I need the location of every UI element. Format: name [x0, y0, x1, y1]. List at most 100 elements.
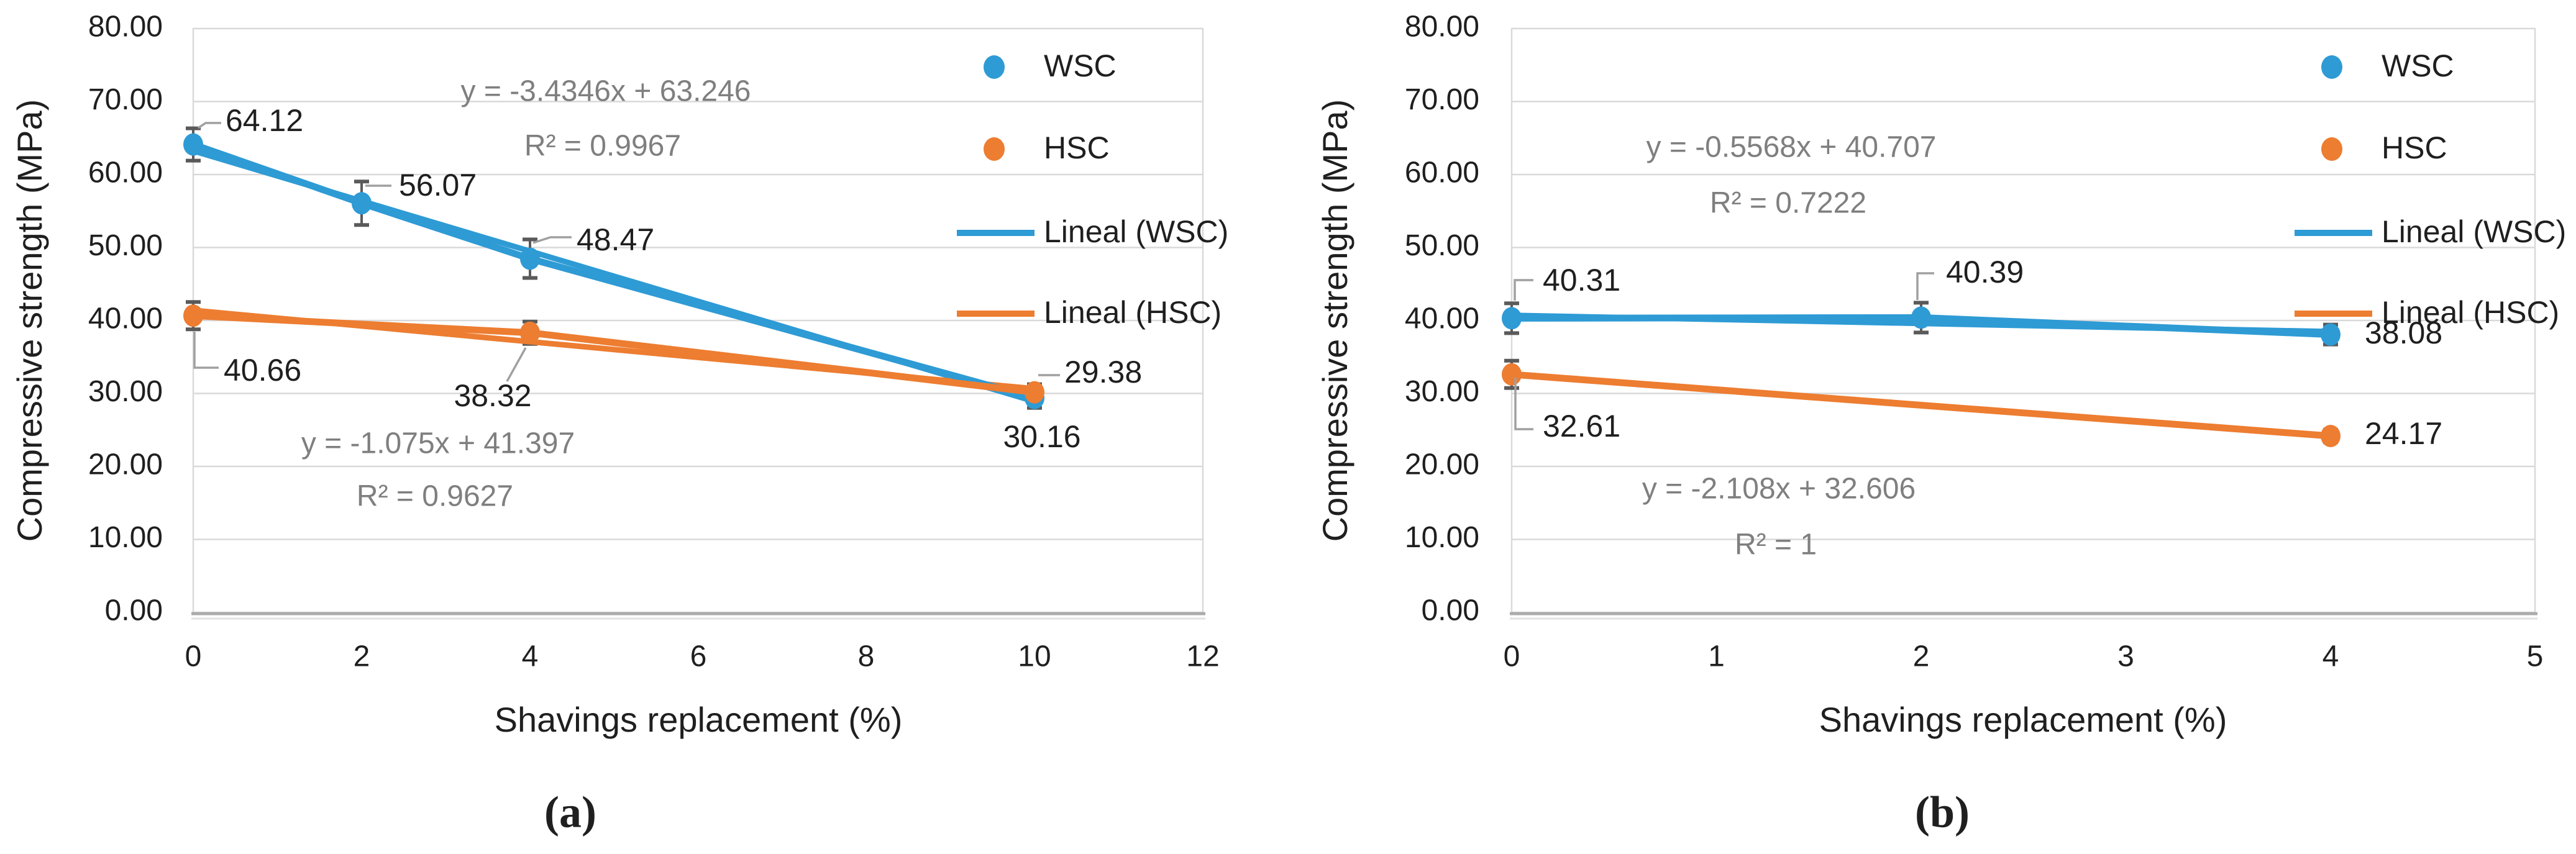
- wsc-data-point: [183, 133, 203, 156]
- y-tick-label: 20.00: [1405, 448, 1479, 481]
- x-tick-label: 2: [1913, 640, 1930, 673]
- wsc-data-point: [1502, 307, 1522, 330]
- chart-a: 80.00 70.00 60.00 50.00 40.00 30.00 20.0…: [10, 11, 1229, 837]
- hsc-data-points: [1502, 363, 2341, 447]
- legend-hsc-label: HSC: [1044, 130, 1110, 165]
- legend-lineal-hsc-label: Lineal (HSC): [1044, 295, 1222, 330]
- y-tick-label: 50.00: [88, 229, 163, 262]
- wsc-data-point: [2321, 323, 2341, 346]
- hsc-point-label: 40.66: [224, 353, 301, 388]
- wsc-trendline-equation: y = -0.5568x + 40.707: [1646, 131, 1936, 164]
- wsc-series-line: [190, 141, 1038, 402]
- wsc-trendline-r2: R² = 0.7222: [1710, 187, 1866, 220]
- hsc-trendline-equation: y = -1.075x + 41.397: [301, 427, 575, 460]
- wsc-data-points: [1502, 306, 2341, 346]
- wsc-point-label: 40.39: [1946, 255, 2024, 289]
- hsc-data-points: [183, 304, 1044, 404]
- y-tick-label: 30.00: [88, 375, 163, 408]
- x-tick-label: 3: [2117, 640, 2134, 673]
- x-axis-title: Shavings replacement (%): [1819, 700, 2227, 739]
- wsc-data-point: [520, 247, 540, 270]
- x-tick-label: 0: [1504, 640, 1520, 673]
- x-tick-label: 2: [354, 640, 370, 673]
- wsc-point-label: 64.12: [226, 103, 303, 138]
- y-tick-label: 60.00: [88, 157, 163, 189]
- x-axis-tick-labels: 0 2 4 6 8 10 12: [185, 640, 1220, 673]
- x-tick-label: 4: [2323, 640, 2339, 673]
- legend-wsc-label: WSC: [2382, 48, 2454, 83]
- x-tick-label: 6: [690, 640, 707, 673]
- y-tick-label: 50.00: [1405, 229, 1479, 262]
- wsc-point-label: 38.08: [2365, 316, 2442, 350]
- x-tick-label: 4: [522, 640, 539, 673]
- panel-b-caption: (b): [1915, 788, 1970, 837]
- x-axis-title: Shavings replacement (%): [495, 700, 903, 739]
- hsc-point-label: 30.16: [1003, 419, 1080, 454]
- wsc-point-label: 56.07: [399, 168, 477, 202]
- data-labels: 64.12 56.07 48.47 29.38 40.66 38.32 30.1…: [224, 103, 1142, 454]
- legend-wsc-marker: [2321, 55, 2342, 79]
- y-tick-label: 70.00: [1405, 83, 1479, 116]
- hsc-point-label: 24.17: [2365, 416, 2442, 451]
- y-axis-title: Compressive strength (MPa): [1315, 99, 1354, 542]
- data-label-leaders: [1514, 272, 1934, 430]
- legend-hsc-label: HSC: [2382, 130, 2447, 165]
- hsc-data-point: [1502, 363, 1522, 386]
- wsc-trendline-equation: y = -3.4346x + 63.246: [460, 75, 751, 108]
- wsc-data-point: [352, 192, 372, 215]
- hsc-point-label: 32.61: [1543, 409, 1620, 443]
- hsc-data-point: [183, 304, 203, 327]
- hsc-data-point: [520, 321, 540, 344]
- legend: WSC HSC Lineal (WSC) Lineal (HSC): [957, 48, 1228, 330]
- panel-a: 80.00 70.00 60.00 50.00 40.00 30.00 20.0…: [10, 11, 1229, 837]
- y-tick-label: 10.00: [88, 521, 163, 554]
- x-tick-label: 0: [185, 640, 202, 673]
- y-axis-title: Compressive strength (MPa): [10, 99, 49, 542]
- hsc-trendline-r2: R² = 1: [1735, 529, 1817, 561]
- y-tick-label: 0.00: [1422, 594, 1479, 627]
- x-tick-label: 5: [2527, 640, 2544, 673]
- y-tick-label: 40.00: [88, 302, 163, 335]
- legend-hsc-marker: [984, 137, 1005, 161]
- y-tick-label: 30.00: [1405, 375, 1479, 408]
- hsc-series-line: [1508, 371, 2334, 440]
- legend-wsc-label: WSC: [1044, 48, 1117, 83]
- hsc-series-line: [190, 312, 1038, 396]
- legend-lineal-hsc-label: Lineal (HSC): [2382, 295, 2559, 330]
- data-labels: 40.31 40.39 38.08 32.61 24.17: [1543, 255, 2442, 451]
- wsc-trendline-r2: R² = 0.9967: [524, 130, 681, 163]
- wsc-point-label: 48.47: [577, 222, 654, 257]
- chart-b: 80.00 70.00 60.00 50.00 40.00 30.00 20.0…: [1315, 11, 2567, 837]
- legend-lineal-wsc-label: Lineal (WSC): [1044, 214, 1228, 249]
- y-tick-label: 80.00: [1405, 11, 1479, 43]
- legend-wsc-marker: [984, 55, 1005, 79]
- y-axis-tick-labels: 80.00 70.00 60.00 50.00 40.00 30.00 20.0…: [88, 11, 163, 627]
- panel-a-caption: (a): [544, 788, 596, 837]
- y-tick-label: 40.00: [1405, 302, 1479, 335]
- y-axis-tick-labels: 80.00 70.00 60.00 50.00 40.00 30.00 20.0…: [1405, 11, 1479, 627]
- data-label-leaders: [193, 122, 1060, 382]
- wsc-point-label: 40.31: [1543, 263, 1620, 298]
- hsc-trendline-r2: R² = 0.9627: [357, 480, 513, 513]
- y-tick-label: 0.00: [105, 594, 163, 627]
- legend: WSC HSC Lineal (WSC) Lineal (HSC): [2295, 48, 2566, 330]
- y-tick-label: 60.00: [1405, 157, 1479, 189]
- y-tick-label: 20.00: [88, 448, 163, 481]
- x-axis-tick-labels: 0 1 2 3 4 5: [1504, 640, 2544, 673]
- y-tick-label: 80.00: [88, 11, 163, 43]
- y-tick-label: 70.00: [88, 83, 163, 116]
- hsc-trendline-equation: y = -2.108x + 32.606: [1642, 473, 1916, 506]
- x-tick-label: 10: [1018, 640, 1051, 673]
- hsc-data-point: [1025, 381, 1044, 404]
- wsc-data-point: [1911, 306, 1931, 329]
- x-tick-label: 1: [1708, 640, 1725, 673]
- legend-hsc-marker: [2321, 137, 2342, 161]
- legend-lineal-wsc-label: Lineal (WSC): [2382, 214, 2566, 249]
- x-tick-label: 12: [1186, 640, 1219, 673]
- y-tick-label: 10.00: [1405, 521, 1479, 554]
- hsc-point-label: 38.32: [454, 378, 531, 413]
- wsc-point-label: 29.38: [1064, 355, 1142, 389]
- panel-b: 80.00 70.00 60.00 50.00 40.00 30.00 20.0…: [1288, 0, 2576, 854]
- x-tick-label: 8: [858, 640, 875, 673]
